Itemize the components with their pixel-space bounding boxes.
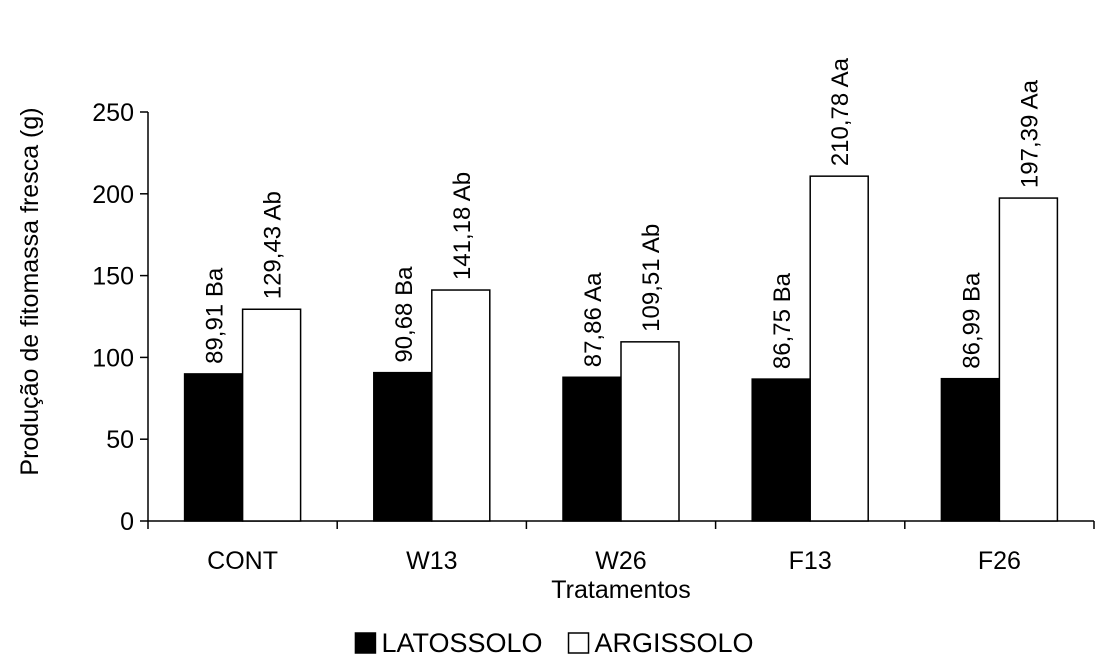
y-tick-label: 150	[92, 263, 134, 291]
bar-latossolo	[373, 371, 433, 522]
legend-item: ARGISSOLO	[567, 628, 754, 658]
x-tick-label: W13	[406, 547, 457, 575]
data-label: 129,43 Ab	[260, 191, 287, 299]
x-tick-label: W26	[595, 547, 646, 575]
data-label: 141,18 Ab	[449, 172, 476, 280]
legend-label: LATOSSOLO	[381, 628, 542, 658]
data-label: 109,51 Ab	[638, 224, 665, 332]
legend-item: LATOSSOLO	[354, 628, 543, 658]
legend-swatch	[354, 632, 377, 654]
data-label: 210,78 Aa	[827, 57, 854, 166]
x-tick-label: F26	[978, 547, 1021, 575]
data-label: 87,86 Aa	[580, 272, 607, 367]
bars	[183, 175, 1059, 522]
bar-argissolo	[998, 197, 1059, 522]
data-label: 90,68 Ba	[391, 266, 418, 363]
y-axis-ticks: 0 50 100 150 200 250	[92, 99, 148, 536]
x-axis-ticks: CONT W13 W26 F13 F26	[147, 521, 1095, 575]
data-label: 89,91 Ba	[202, 267, 229, 364]
y-tick-label: 100	[92, 344, 134, 372]
bar-latossolo	[751, 378, 811, 522]
bar-argissolo	[809, 175, 869, 522]
y-axis-title: Produção de fitomassa fresca (g)	[16, 107, 44, 475]
legend-label: ARGISSOLO	[595, 628, 754, 658]
y-tick-label: 200	[92, 181, 134, 209]
legend-swatch	[567, 632, 590, 654]
y-tick-label: 0	[120, 508, 134, 536]
data-label: 86,75 Ba	[769, 272, 796, 369]
x-axis-title: Tratamentos	[551, 576, 690, 604]
bar-argissolo	[241, 308, 302, 522]
bar-latossolo	[562, 376, 622, 522]
bar-latossolo	[183, 373, 244, 522]
legend: LATOSSOLO ARGISSOLO	[354, 628, 754, 658]
x-tick-label: CONT	[207, 547, 278, 575]
data-label: 197,39 Aa	[1016, 79, 1043, 188]
plot-area: 0 50 100 150 200 250 CONT W13 W26 F13 F26 89,91 B…	[92, 57, 1095, 575]
x-tick-label: F13	[789, 547, 832, 575]
y-tick-label: 50	[106, 426, 134, 454]
bar-argissolo	[620, 341, 680, 522]
bar-argissolo	[431, 289, 491, 522]
data-labels: 89,91 Ba 129,43 Ab 90,68 Ba 141,18 Ab 87,86 …	[202, 57, 1044, 369]
y-tick-label: 250	[92, 99, 134, 127]
data-label: 86,99 Ba	[958, 272, 985, 369]
bar-latossolo	[940, 377, 1001, 522]
